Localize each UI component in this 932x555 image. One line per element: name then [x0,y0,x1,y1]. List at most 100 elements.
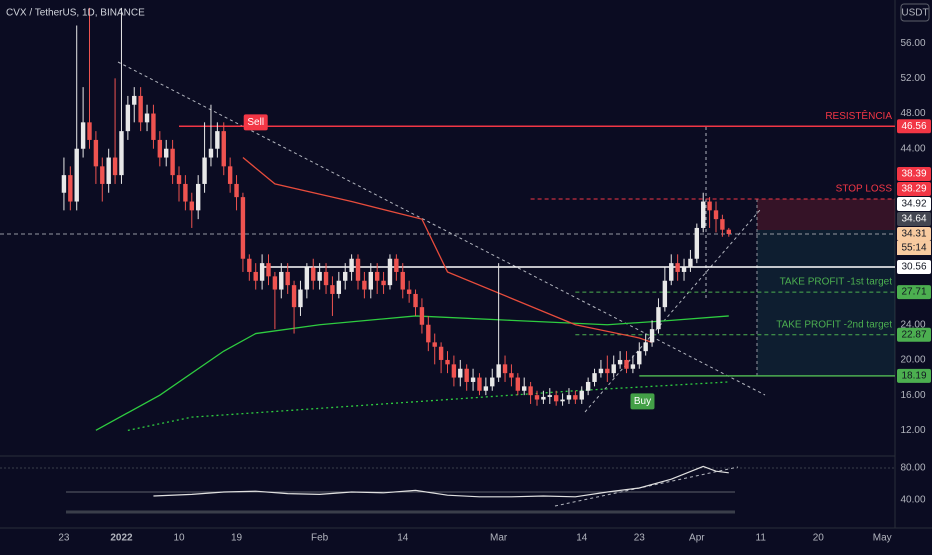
candle-body [701,201,706,228]
currency-box [900,3,930,22]
x-tick-label: 14 [576,533,588,544]
x-tick-label: 23 [634,533,646,544]
level-label: STOP LOSS [836,184,893,195]
rsi-tick-label: 40.00 [900,495,925,506]
candle-body [202,157,207,184]
y-tick-label: 16.00 [900,390,925,401]
y-tick-label: 52.00 [900,73,925,84]
price-label-bg [897,368,931,383]
price-label: 22.87 [901,329,926,340]
candle-body [279,271,284,290]
candle-body [496,364,501,378]
candle-body [509,373,514,378]
price-label: 34.92 [901,199,926,210]
price-label-bg [897,285,931,300]
candle-body [253,271,258,281]
candle-body [502,364,508,374]
candle-body [164,148,169,158]
candle-body [362,280,367,290]
countdown-bg [897,241,931,256]
candle-body [566,395,572,400]
price-label: 34.64 [901,214,926,225]
y-tick-label: 24.00 [900,319,925,330]
candle-body [189,201,194,211]
x-tick-label: 14 [397,533,409,544]
candle-body [547,395,552,397]
candle-body [323,271,329,286]
signal-label: Buy [634,396,651,407]
price-label: 27.71 [901,287,926,298]
candle-body [681,267,687,272]
candle-body [464,368,469,382]
signal-label: Sell [247,117,264,128]
candle-body [336,280,342,294]
rsi-trend-line [554,466,739,507]
candle-body [617,359,623,365]
candle-body [170,148,175,176]
price-label-bg [897,197,931,212]
price-label: 34.31 [901,229,926,240]
price-label-bg [897,327,931,342]
candle-body [713,210,719,220]
y-tick-label: 48.00 [900,108,925,119]
candle-body [534,395,540,400]
candle-body [419,307,425,325]
candle-body [585,381,591,391]
currency: USDT [901,8,928,19]
candle-body [560,399,565,402]
candle-body [234,183,239,198]
risk-zone [757,199,895,230]
candle-body [330,285,335,294]
candle-body [611,364,616,374]
x-tick-label: 23 [58,533,70,544]
trend-line [117,61,766,396]
candle-body [100,166,105,184]
reward-zone [757,230,895,376]
candle-body [528,386,533,396]
candle-body [649,329,655,343]
candle-body [630,364,636,369]
countdown: 55:14 [901,243,926,254]
candle-body [675,263,680,272]
candle-body [349,258,354,272]
candle-body [490,377,495,387]
y-tick-label: 20.00 [900,355,925,366]
candle-body [643,342,648,352]
candle-body [144,113,150,123]
candle-body [272,276,278,290]
candle-body [374,271,380,281]
candle-body [208,148,214,158]
candle-body [541,396,546,400]
candle-body [387,258,393,286]
candle-body [183,183,188,202]
price-label-bg [897,119,931,134]
candle-body [394,258,399,272]
candle-body [662,280,668,308]
candle-body [522,386,527,391]
candle-body [61,175,67,193]
levels: RESISTÊNCIA STOP LOSS TAKE PROFIT -1st tar… [0,109,895,377]
x-tick-label: 10 [173,533,185,544]
candle-body [707,201,712,211]
candle-body [592,373,597,382]
chart-title: CVX / TetherUS, 1D, BINANCE [6,8,145,19]
candle-body [694,227,700,259]
candle-body [87,122,92,140]
candle-body [298,289,303,308]
candle-body [304,267,310,290]
candle-body [259,263,265,281]
candle-body [656,307,661,330]
candle-body [157,139,163,158]
rsi-pane: 80.00 40.00 [153,463,926,506]
candle-body [688,258,693,268]
candle-body [413,293,418,308]
candle-body [355,258,361,281]
rsi-tick-label: 80.00 [900,463,925,474]
y-tick-label: 44.00 [900,143,925,154]
level-label: RESISTÊNCIA [825,109,892,122]
x-tick-label: May [873,533,892,544]
candle-body [406,289,412,294]
candle-body [221,131,226,167]
candle-body [247,258,252,272]
candle-body [400,271,405,290]
